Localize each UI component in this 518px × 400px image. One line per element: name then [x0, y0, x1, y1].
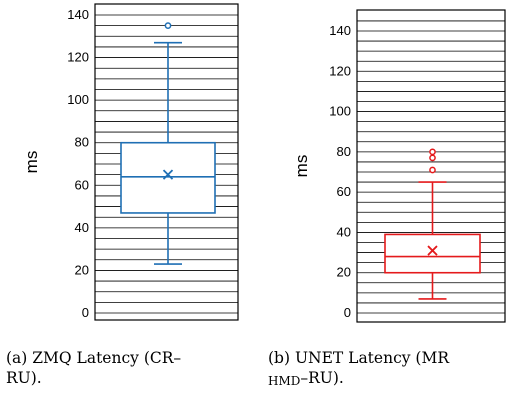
- caption-b: (b) UNET Latency (MR HMD–RU).: [268, 348, 518, 389]
- caption-b-subscript: HMD: [268, 374, 301, 388]
- iqr-box: [384, 233, 481, 274]
- caption-b-line1: (b) UNET Latency (MR: [268, 349, 450, 367]
- y-tick-label: 60: [75, 177, 89, 192]
- y-tick-label: 60: [337, 184, 351, 199]
- mean-marker: [427, 245, 438, 256]
- y-tick-label: 140: [329, 23, 351, 38]
- caption-a-line1: (a) ZMQ Latency (CR–: [6, 349, 182, 367]
- y-tick-label: 0: [82, 305, 89, 320]
- y-tick-label: 20: [337, 265, 351, 280]
- chart-panel-a: 0 20 40 60 80 100 120 140 ms: [22, 3, 239, 321]
- chart-panel-b: 0 20 40 60 80 100 120 140 ms: [292, 9, 506, 323]
- plot-area: [356, 9, 506, 323]
- caption-b-line2: –RU).: [300, 369, 344, 387]
- mean-marker: [162, 169, 174, 180]
- iqr-box: [120, 141, 216, 214]
- caption-a-line2: RU).: [6, 369, 42, 387]
- y-tick-label: 40: [337, 224, 351, 239]
- y-axis-label: ms: [292, 155, 311, 178]
- y-tick-label: 80: [337, 144, 351, 159]
- y-tick-label: 20: [75, 262, 89, 277]
- y-tick-label: 80: [75, 135, 89, 150]
- y-axis-label: ms: [22, 151, 41, 174]
- y-tick-label: 140: [67, 7, 89, 22]
- outlier-point: [429, 154, 436, 162]
- y-tick-label: 120: [329, 63, 351, 78]
- outlier-point: [429, 166, 436, 174]
- y-tick-label: 120: [67, 50, 89, 65]
- y-tick-label: 40: [75, 220, 89, 235]
- outlier-point: [164, 22, 172, 29]
- outlier-point: [429, 148, 436, 156]
- y-tick-label: 0: [344, 305, 351, 320]
- caption-a: (a) ZMQ Latency (CR– RU).: [6, 348, 260, 388]
- y-tick-label: 100: [67, 92, 89, 107]
- y-tick-label: 100: [329, 104, 351, 119]
